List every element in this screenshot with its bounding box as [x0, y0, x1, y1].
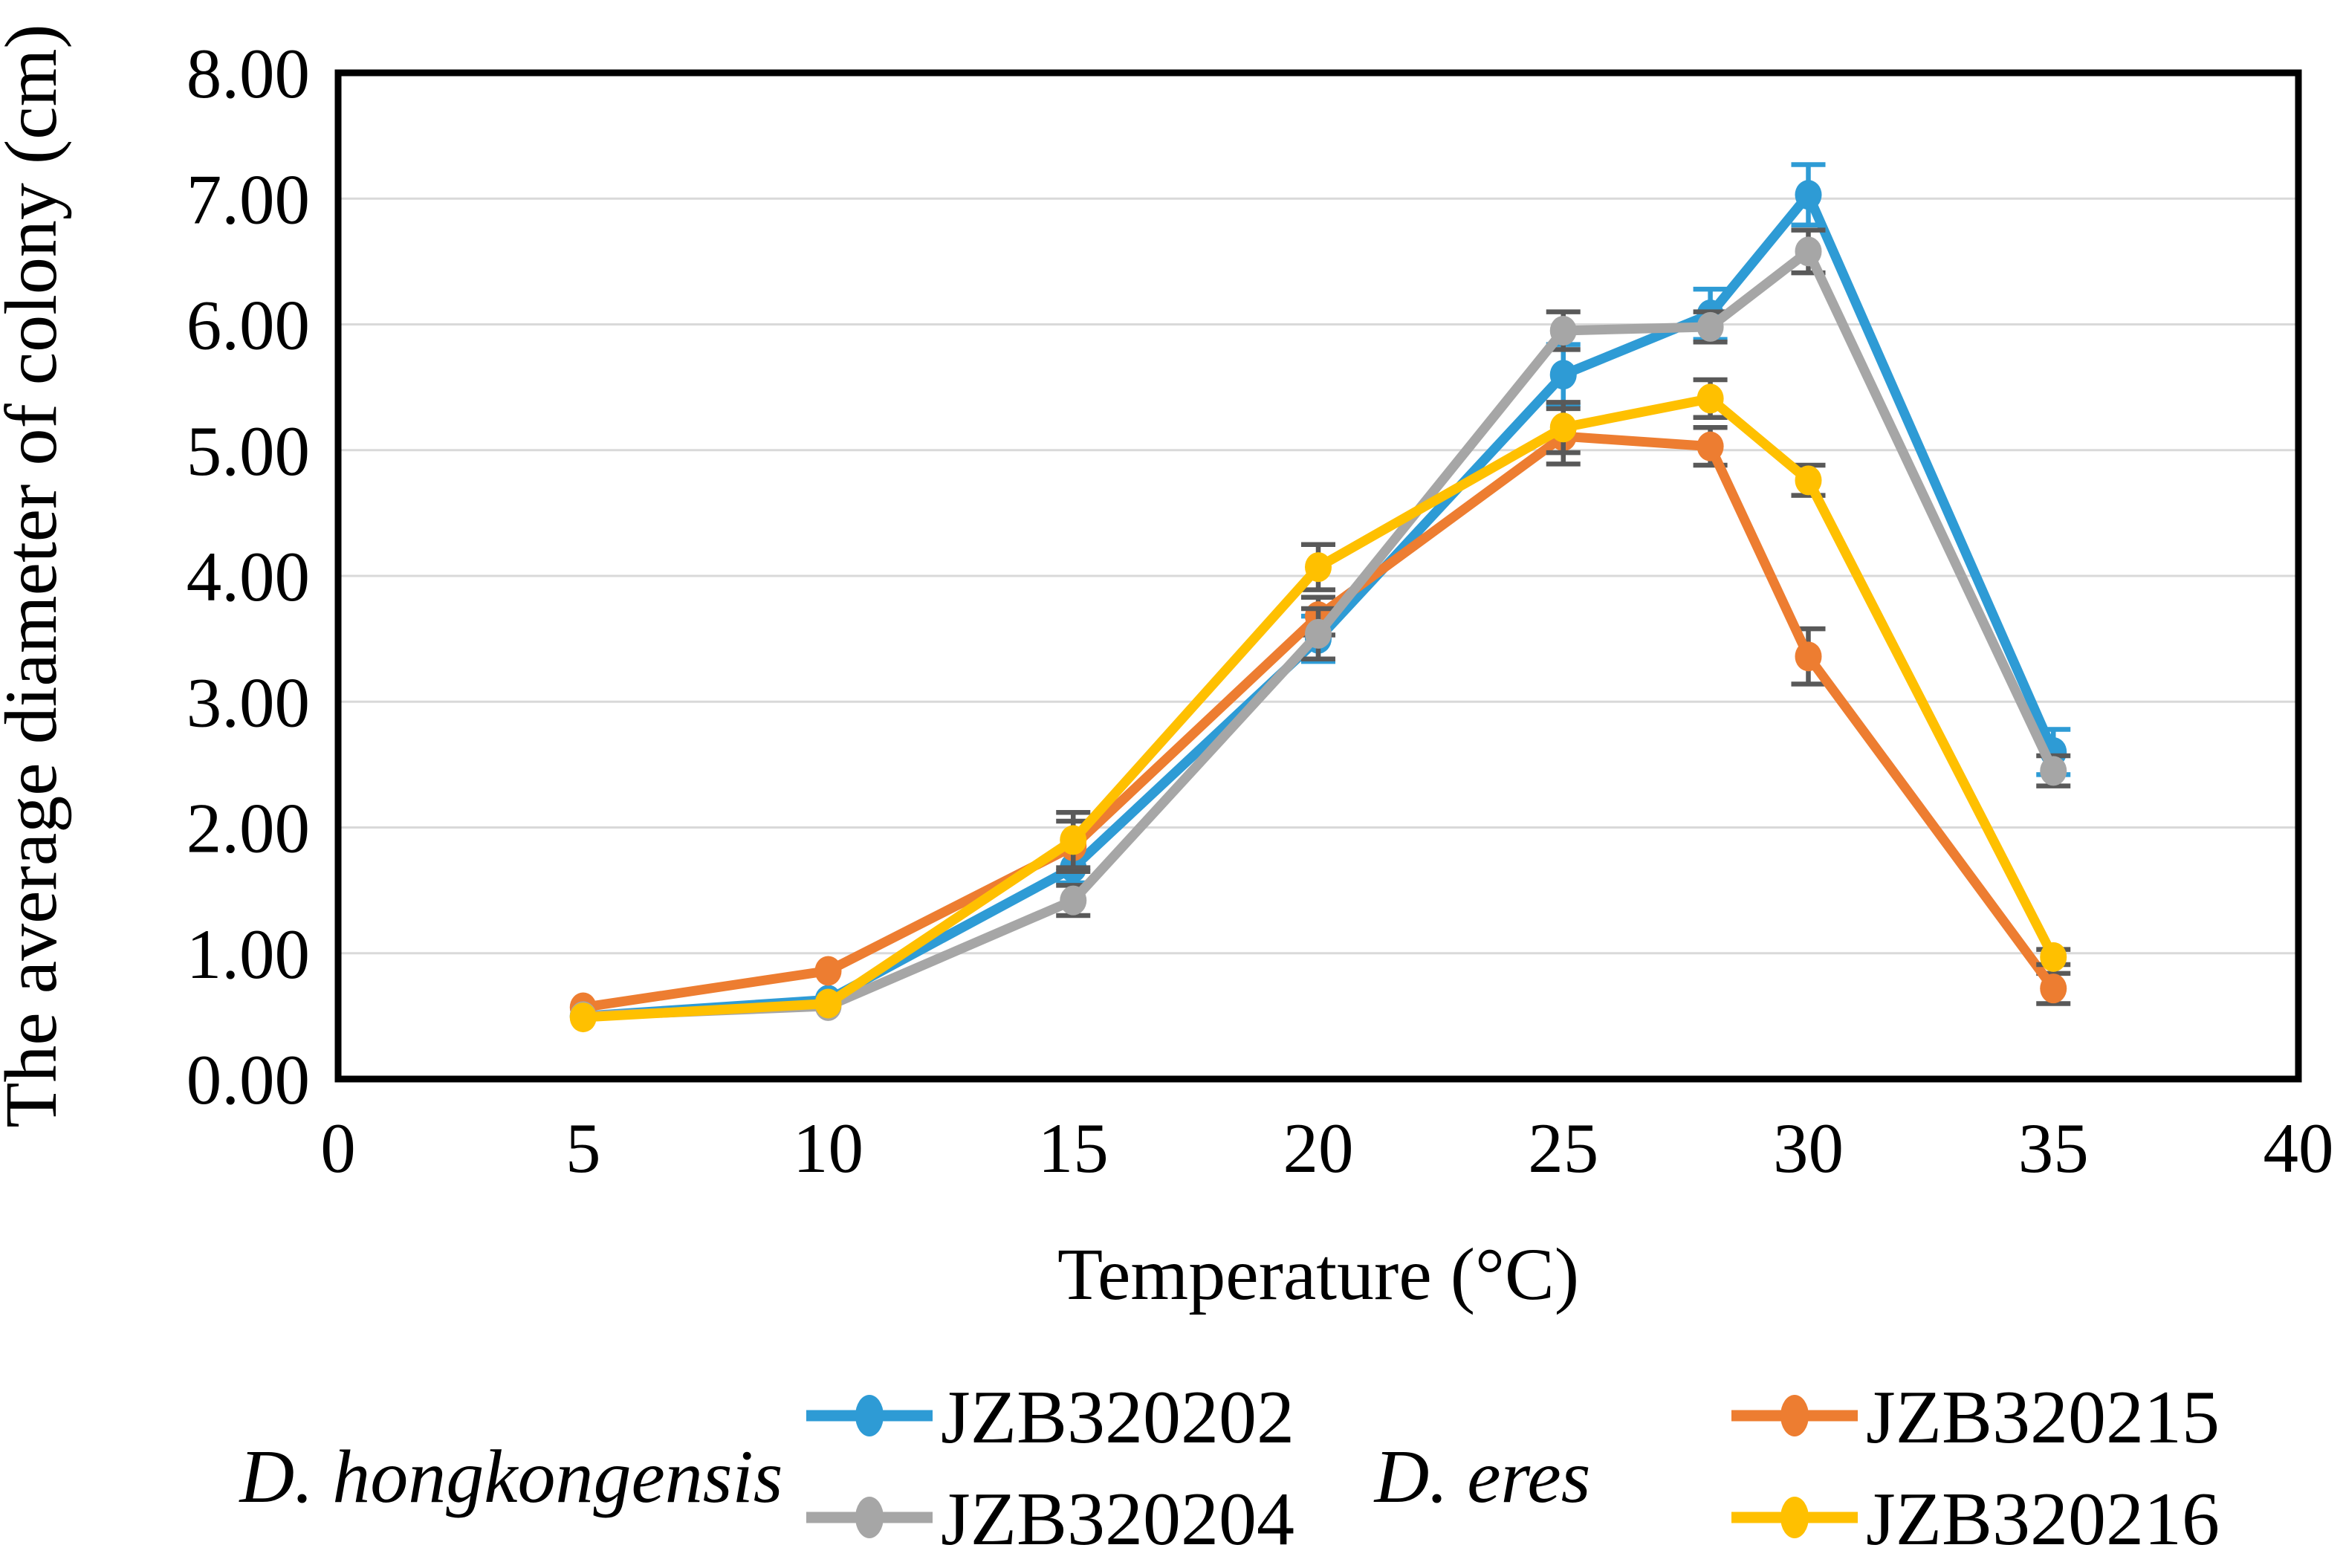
x-tick-label: 0 — [320, 1109, 356, 1188]
data-point-JZB320216 — [1060, 825, 1087, 855]
series-markers-JZB320204 — [569, 236, 2067, 1031]
legend-item-jzb320215: JZB320215 — [1731, 1376, 2220, 1460]
legend-label-jzb320216: JZB320216 — [1866, 1477, 2220, 1561]
y-axis-title: The average diameter of colony (cm) — [0, 24, 72, 1127]
plot-area: 0.00 1.00 2.00 3.00 4.00 5.00 6.00 7.00 8.00 0 5 10… — [187, 34, 2334, 1188]
series-markers-JZB320215 — [569, 421, 2067, 1023]
series-error-bars-JZB320202 — [1056, 162, 2071, 886]
x-axis-tick-labels: 0 5 10 15 20 25 30 35 40 — [320, 1109, 2333, 1188]
x-tick-label: 25 — [1528, 1109, 1598, 1188]
legend-item-jzb320216: JZB320216 — [1731, 1477, 2220, 1561]
data-point-JZB320216 — [1697, 383, 1724, 414]
legend-item-jzb320202: JZB320202 — [806, 1376, 1294, 1460]
data-point-JZB320216 — [814, 988, 842, 1019]
series-error-bars-JZB320216 — [1056, 377, 2071, 968]
y-tick-label: 8.00 — [187, 34, 310, 113]
x-tick-label: 10 — [793, 1109, 863, 1188]
data-point-JZB320204 — [1697, 311, 1724, 342]
legend-label-jzb320215: JZB320215 — [1866, 1376, 2220, 1460]
x-tick-label: 5 — [566, 1109, 601, 1188]
data-point-JZB320215 — [1697, 431, 1724, 461]
series-line-JZB320216 — [578, 393, 2058, 1023]
gridlines — [338, 71, 2298, 955]
legend-species-d-eres-label: D. eres — [1373, 1435, 1591, 1519]
data-point-JZB320204 — [1305, 618, 1332, 649]
legend-species-d-hongkongensis-label: D. hongkongensis — [239, 1435, 783, 1519]
data-point-JZB320215 — [1795, 641, 1822, 672]
y-tick-label: 5.00 — [187, 412, 310, 490]
data-point-JZB320216 — [1305, 552, 1332, 583]
x-tick-label: 35 — [2018, 1109, 2089, 1188]
data-point-JZB320204 — [1795, 236, 1822, 267]
x-tick-label: 20 — [1283, 1109, 1354, 1188]
y-tick-label: 1.00 — [187, 915, 310, 994]
y-tick-label: 4.00 — [187, 537, 310, 616]
legend-marker-gray-icon — [855, 1497, 884, 1538]
series-line-JZB320204 — [578, 246, 2058, 1021]
x-tick-label: 15 — [1038, 1109, 1109, 1188]
data-point-JZB320204 — [2040, 756, 2067, 786]
legend-item-jzb320204: JZB320204 — [806, 1477, 1294, 1561]
legend-marker-yellow-icon — [1780, 1497, 1809, 1538]
y-axis-tick-labels: 0.00 1.00 2.00 3.00 4.00 5.00 6.00 7.00 8.00 — [187, 34, 310, 1119]
data-point-JZB320216 — [2040, 942, 2067, 972]
legend-label-jzb320202: JZB320202 — [941, 1376, 1294, 1460]
data-point-JZB320202 — [1795, 180, 1822, 210]
legend-marker-blue-icon — [855, 1395, 884, 1436]
data-point-JZB320215 — [814, 956, 842, 986]
y-tick-label: 0.00 — [187, 1040, 310, 1119]
plot-border — [334, 69, 2302, 1083]
data-point-JZB320202 — [1549, 360, 1577, 390]
data-point-JZB320215 — [2040, 973, 2067, 1004]
data-point-JZB320204 — [1549, 315, 1577, 346]
data-point-JZB320204 — [1060, 885, 1087, 916]
data-point-JZB320216 — [1795, 465, 1822, 496]
y-tick-label: 2.00 — [187, 789, 310, 868]
legend: D. hongkongensis JZB320202 JZB320204 D. … — [239, 1376, 2220, 1561]
y-tick-label: 7.00 — [187, 160, 310, 239]
series-error-bars-JZB320215 — [1056, 406, 2071, 1006]
series-markers-JZB320216 — [569, 383, 2067, 1033]
y-tick-label: 3.00 — [187, 663, 310, 742]
data-point-JZB320216 — [569, 1002, 597, 1033]
legend-marker-orange-icon — [1780, 1395, 1809, 1436]
series-line-JZB320215 — [578, 431, 2058, 1013]
y-tick-label: 6.00 — [187, 286, 310, 365]
x-tick-label: 30 — [1773, 1109, 1844, 1188]
x-tick-label: 40 — [2263, 1109, 2334, 1188]
data-point-JZB320216 — [1549, 412, 1577, 443]
legend-label-jzb320204: JZB320204 — [941, 1477, 1294, 1561]
x-axis-title: Temperature (°C) — [1057, 1233, 1579, 1315]
